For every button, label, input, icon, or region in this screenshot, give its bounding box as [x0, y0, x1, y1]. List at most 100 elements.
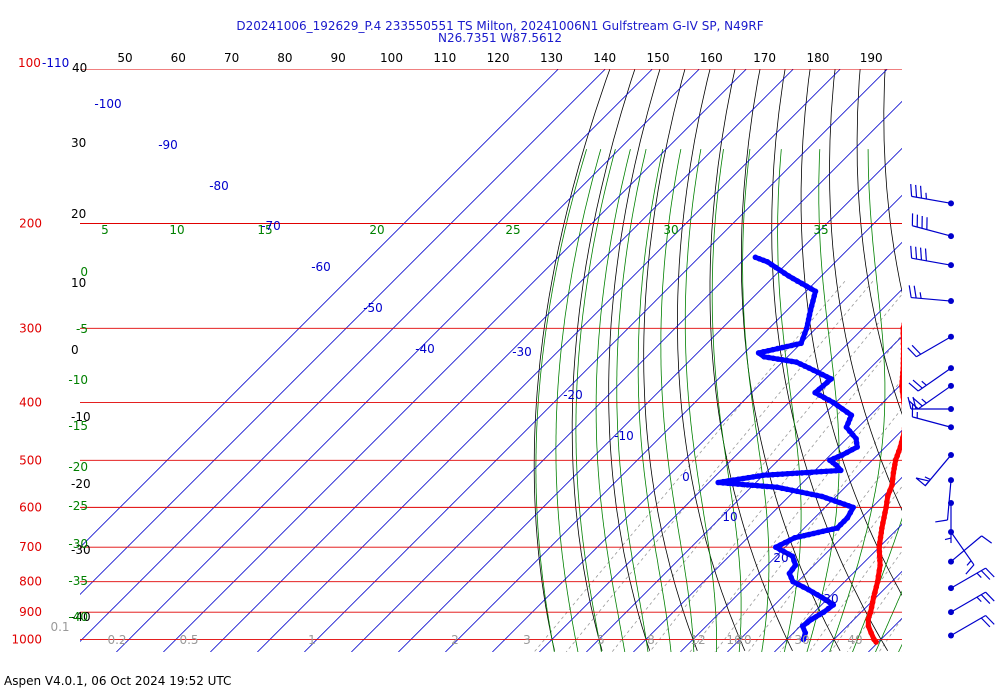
dewpoint-trace-point [853, 435, 859, 442]
top-axis-label: 140 [593, 51, 616, 65]
temperature-trace-point [876, 548, 883, 555]
dewpoint-trace-point [841, 518, 847, 525]
wind-barb-full [913, 285, 917, 299]
top-axis-label: 160 [700, 51, 723, 65]
wind-barb-full [919, 247, 923, 260]
mixing-ratio-label: 3 [523, 633, 531, 647]
dewpoint-trace-point [826, 397, 832, 403]
temperature-trace-point [889, 476, 896, 482]
dewpoint-trace-point [761, 354, 767, 360]
dry-adiabat-line [829, 69, 902, 512]
dewpoint-trace-point [779, 471, 786, 477]
isotherm-line [257, 69, 841, 652]
isotherm-label: -40 [415, 342, 435, 356]
dewpoint-trace-point [779, 357, 786, 363]
dewpoint-trace-point [853, 440, 860, 446]
dewpoint-trace-point [814, 492, 820, 499]
pressure-tick-label: 900 [19, 605, 42, 619]
top-axis-label: 50 [117, 51, 132, 65]
dewpoint-trace-point [750, 474, 756, 480]
top-axis-label: 130 [540, 51, 563, 65]
dry-adiabat-label: 30 [71, 136, 86, 150]
dewpoint-trace-point [844, 449, 850, 456]
wind-barb-full [924, 248, 927, 261]
dewpoint-trace-point [849, 446, 855, 453]
isotherm-label: -30 [512, 345, 532, 359]
moist-adiabat-label: -35 [68, 574, 88, 588]
wind-barb-staff [950, 535, 983, 563]
dewpoint-trace-point [794, 470, 800, 477]
mixing-ratio-label: 5 [597, 633, 605, 647]
dewpoint-trace-point [824, 527, 831, 533]
dry-adiabat-label: 10 [71, 276, 86, 290]
wind-barb [935, 477, 954, 523]
temperature-trace-point [906, 303, 912, 309]
dewpoint-trace-point [720, 480, 726, 486]
dewpoint-trace-point [810, 589, 816, 596]
dewpoint-trace-point [779, 344, 785, 351]
moist-adiabat-label: -40 [68, 610, 88, 624]
temperature-trace-point [900, 369, 902, 376]
temperature-trace-point [884, 493, 891, 500]
isotherm-line [116, 69, 700, 652]
dewpoint-trace-point [824, 379, 830, 386]
wind-barb-full [980, 570, 991, 580]
dewpoint-trace-point [735, 476, 741, 483]
temperature-trace-point [875, 573, 882, 579]
dewpoint-trace-point [739, 481, 746, 488]
dewpoint-trace-point [769, 484, 775, 490]
wind-barb-full [912, 379, 923, 389]
wind-barb-full [908, 400, 919, 410]
dewpoint-trace-point [810, 530, 817, 537]
wind-barb-full [907, 347, 917, 358]
dewpoint-trace-point [837, 521, 844, 528]
wind-barb-half [966, 560, 972, 566]
temperature-trace-point [903, 317, 909, 323]
wind-barb-full [915, 246, 918, 260]
moist-adiabat-top-label: 25 [505, 223, 520, 237]
wind-barb-full [980, 617, 991, 628]
wind-barb-half [919, 292, 922, 299]
dewpoint-trace-point [829, 526, 836, 532]
temperature-trace-point [922, 201, 928, 207]
dewpoint-trace-point [782, 539, 788, 546]
moist-adiabat-top-label: 30 [663, 223, 678, 237]
wind-barb-staff [950, 531, 975, 566]
dewpoint-trace-point [770, 346, 776, 353]
wind-barb [948, 614, 995, 639]
temperature-trace-point [898, 439, 902, 446]
temperature-trace-point [899, 383, 902, 389]
moist-adiabat-top-label: 5 [101, 223, 109, 237]
temperature-trace-point [901, 322, 902, 326]
temperature-trace-point [868, 604, 875, 610]
temperature-trace-point [907, 269, 913, 275]
dry-adiabat-line [910, 44, 1000, 650]
wind-barb [908, 382, 954, 410]
temperature-trace-point [899, 378, 902, 385]
wind-barbs [907, 184, 995, 639]
wind-barb-full [935, 519, 948, 523]
isotherm-line [80, 69, 606, 595]
grid-lines [80, 44, 1000, 652]
temperature-trace-point [911, 240, 917, 246]
dewpoint-trace-point [844, 515, 851, 521]
isotherm-line [445, 194, 902, 652]
temperature-trace-point [900, 325, 902, 331]
dewpoint-trace-point [779, 485, 785, 492]
dewpoint-trace-point [820, 383, 826, 389]
wind-barb [915, 452, 954, 487]
top-axis-label: 90 [331, 51, 346, 65]
dry-adiabat-label: 0 [71, 343, 79, 357]
temperature-trace-point [902, 410, 908, 416]
dewpoint-trace-point [833, 462, 840, 469]
dewpoint-trace-point [803, 325, 810, 332]
temperature-trace-point [877, 562, 883, 568]
dewpoint-trace-point [821, 394, 828, 401]
mixing-ratio-label: 1 [308, 633, 316, 647]
temperature-trace-point [894, 453, 900, 459]
mixing-ratio-line [714, 407, 902, 652]
isotherm-label: -20 [563, 388, 583, 402]
dewpoint-trace-point [832, 498, 839, 504]
